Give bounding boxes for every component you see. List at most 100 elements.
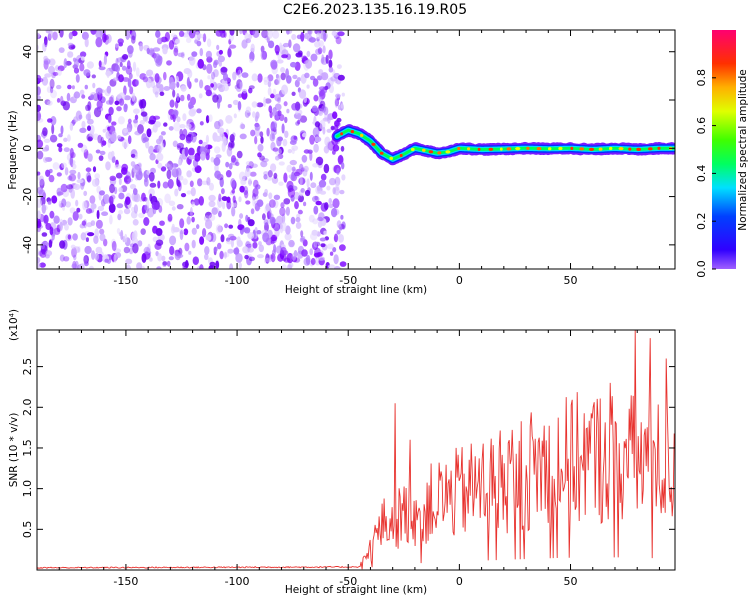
noise-blob <box>73 67 80 74</box>
noise-blob <box>198 196 204 206</box>
noise-blob <box>163 86 171 91</box>
noise-blob <box>96 209 100 220</box>
noise-blob <box>39 178 45 189</box>
noise-blob <box>196 108 202 114</box>
noise-blob <box>237 101 242 111</box>
noise-blob <box>61 198 67 208</box>
colorbar-ticks: 0.0 0.2 0.4 0.6 0.8 <box>695 69 716 278</box>
x-tick-label: 50 <box>564 575 578 588</box>
x-tick-label: -150 <box>113 575 138 588</box>
noise-blob <box>133 230 138 240</box>
noise-blob <box>290 61 297 68</box>
noise-blob <box>146 69 154 77</box>
noise-blob <box>186 37 192 44</box>
noise-blob <box>219 250 224 260</box>
noise-blob <box>190 187 196 197</box>
noise-blob <box>311 229 318 236</box>
noise-blob <box>215 135 222 142</box>
noise-blob <box>89 195 96 205</box>
noise-blob <box>157 36 162 43</box>
noise-blob <box>191 227 197 235</box>
noise-blob <box>37 210 41 220</box>
noise-blob <box>116 228 121 234</box>
noise-blob <box>320 173 327 181</box>
noise-blob <box>186 77 190 88</box>
noise-blob <box>205 144 213 150</box>
noise-blob <box>173 47 179 57</box>
spectrogram-x-axis: -150 -100 -50 0 50 <box>58 30 660 287</box>
noise-blob <box>313 94 319 102</box>
noise-blob <box>215 30 223 37</box>
noise-blob <box>69 156 74 166</box>
noise-blob <box>92 93 100 101</box>
noise-blob <box>310 257 316 266</box>
noise-blob <box>96 100 103 109</box>
noise-blob <box>245 160 254 166</box>
noise-blob <box>127 135 132 145</box>
noise-blob <box>56 172 62 177</box>
noise-blob <box>142 76 149 83</box>
noise-blob <box>269 199 276 208</box>
noise-blob <box>299 115 308 123</box>
noise-blob <box>43 55 48 62</box>
noise-blob <box>90 30 97 35</box>
noise-blob <box>73 254 77 261</box>
noise-blob <box>201 180 209 185</box>
noise-blob <box>83 69 91 77</box>
noise-blob <box>205 50 212 59</box>
noise-blob <box>148 145 155 155</box>
noise-blob <box>252 188 259 197</box>
noise-blob <box>65 201 71 208</box>
noise-blob <box>283 101 288 107</box>
noise-blob <box>37 174 41 181</box>
noise-blob <box>260 160 268 168</box>
noise-blob <box>119 98 125 106</box>
noise-blob <box>323 163 330 174</box>
noise-blob <box>179 124 186 129</box>
noise-blob <box>122 77 130 82</box>
noise-blob <box>278 161 285 166</box>
noise-blob <box>213 157 221 166</box>
noise-blob <box>127 45 134 55</box>
noise-blob <box>284 232 292 241</box>
noise-blob <box>254 136 258 145</box>
noise-blob <box>41 147 50 152</box>
noise-blob <box>239 213 244 219</box>
noise-blob <box>265 257 272 263</box>
noise-blob <box>85 104 91 112</box>
noise-blob <box>44 73 52 78</box>
noise-blob <box>235 68 241 76</box>
noise-blob <box>162 47 168 55</box>
noise-blob <box>51 195 58 204</box>
colorbar-tick-label: 0.2 <box>695 212 708 230</box>
noise-blob <box>309 171 313 181</box>
noise-blob <box>232 71 237 81</box>
noise-blob <box>225 115 233 124</box>
noise-blob <box>300 235 306 242</box>
colorbar-gradient <box>712 30 736 269</box>
noise-blob <box>199 236 205 245</box>
noise-blob <box>37 111 42 121</box>
trace-hotspot <box>410 147 415 152</box>
noise-blob <box>99 228 105 235</box>
noise-blob <box>271 122 278 130</box>
noise-blob <box>249 171 257 177</box>
noise-blob <box>158 205 163 213</box>
noise-blob <box>336 64 342 69</box>
noise-blob <box>198 139 203 145</box>
noise-blob <box>203 215 211 222</box>
noise-blob <box>67 234 72 240</box>
trace-hotspot <box>657 146 661 150</box>
noise-blob <box>176 253 184 258</box>
noise-blob <box>129 183 137 190</box>
noise-blob <box>87 153 93 162</box>
noise-blob <box>286 164 293 173</box>
noise-blob <box>335 93 341 99</box>
noise-blob <box>134 130 142 136</box>
noise-blob <box>217 55 225 63</box>
noise-blob <box>149 193 153 202</box>
noise-blob <box>312 195 320 203</box>
trace-hotspot <box>360 133 364 137</box>
noise-blob <box>37 32 41 39</box>
chart-title: C2E6.2023.135.16.19.R05 <box>283 2 467 18</box>
